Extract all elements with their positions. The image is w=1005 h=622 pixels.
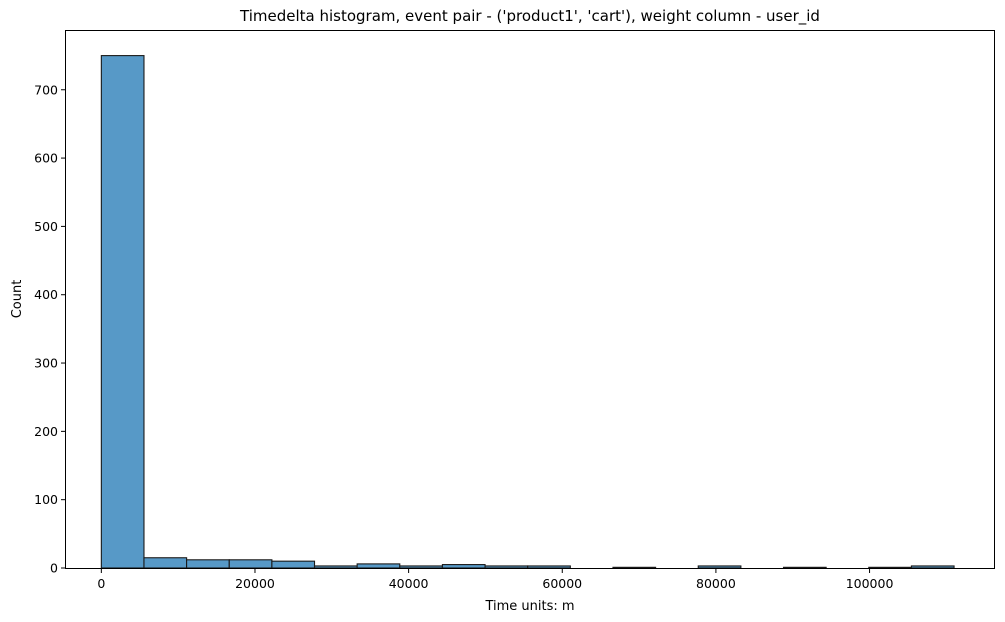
histogram-bar (313, 565, 358, 569)
x-tick-label: 80000 (696, 576, 736, 591)
y-tick-label: 0 (50, 561, 58, 576)
histogram-bar (399, 565, 443, 569)
x-tick-label: 20000 (235, 576, 275, 591)
histogram-bar (441, 564, 486, 569)
histogram-bar (356, 563, 401, 569)
histogram-bar (910, 565, 955, 569)
x-axis: 0 20000 40000 60000 80000 100000 (97, 568, 893, 591)
y-tick-label: 300 (34, 356, 58, 371)
histogram-bars (100, 55, 955, 569)
y-tick-label: 400 (34, 287, 58, 302)
histogram-bar (186, 559, 230, 569)
x-tick-label: 60000 (542, 576, 582, 591)
y-tick-label: 500 (34, 219, 58, 234)
y-tick-label: 700 (34, 82, 58, 97)
histogram-bar (100, 55, 145, 569)
histogram-bar (697, 565, 742, 569)
y-axis: 0 100 200 300 400 500 600 700 (34, 82, 66, 576)
y-tick-label: 100 (34, 492, 58, 507)
x-tick-label: 0 (97, 576, 105, 591)
histogram-bar (527, 565, 571, 569)
y-axis-label: Count (10, 280, 25, 319)
x-tick-label: 100000 (846, 576, 894, 591)
histogram-bar (228, 559, 273, 569)
y-tick-label: 600 (34, 151, 58, 166)
y-tick-label: 200 (34, 424, 58, 439)
histogram-bar (143, 557, 188, 569)
x-tick-label: 40000 (389, 576, 429, 591)
chart-title: Timedelta histogram, event pair - ('prod… (239, 7, 820, 26)
histogram-bar (484, 565, 529, 569)
histogram-bar (271, 560, 316, 569)
x-axis-label: Time units: m (484, 599, 574, 614)
plot-frame (65, 30, 995, 569)
